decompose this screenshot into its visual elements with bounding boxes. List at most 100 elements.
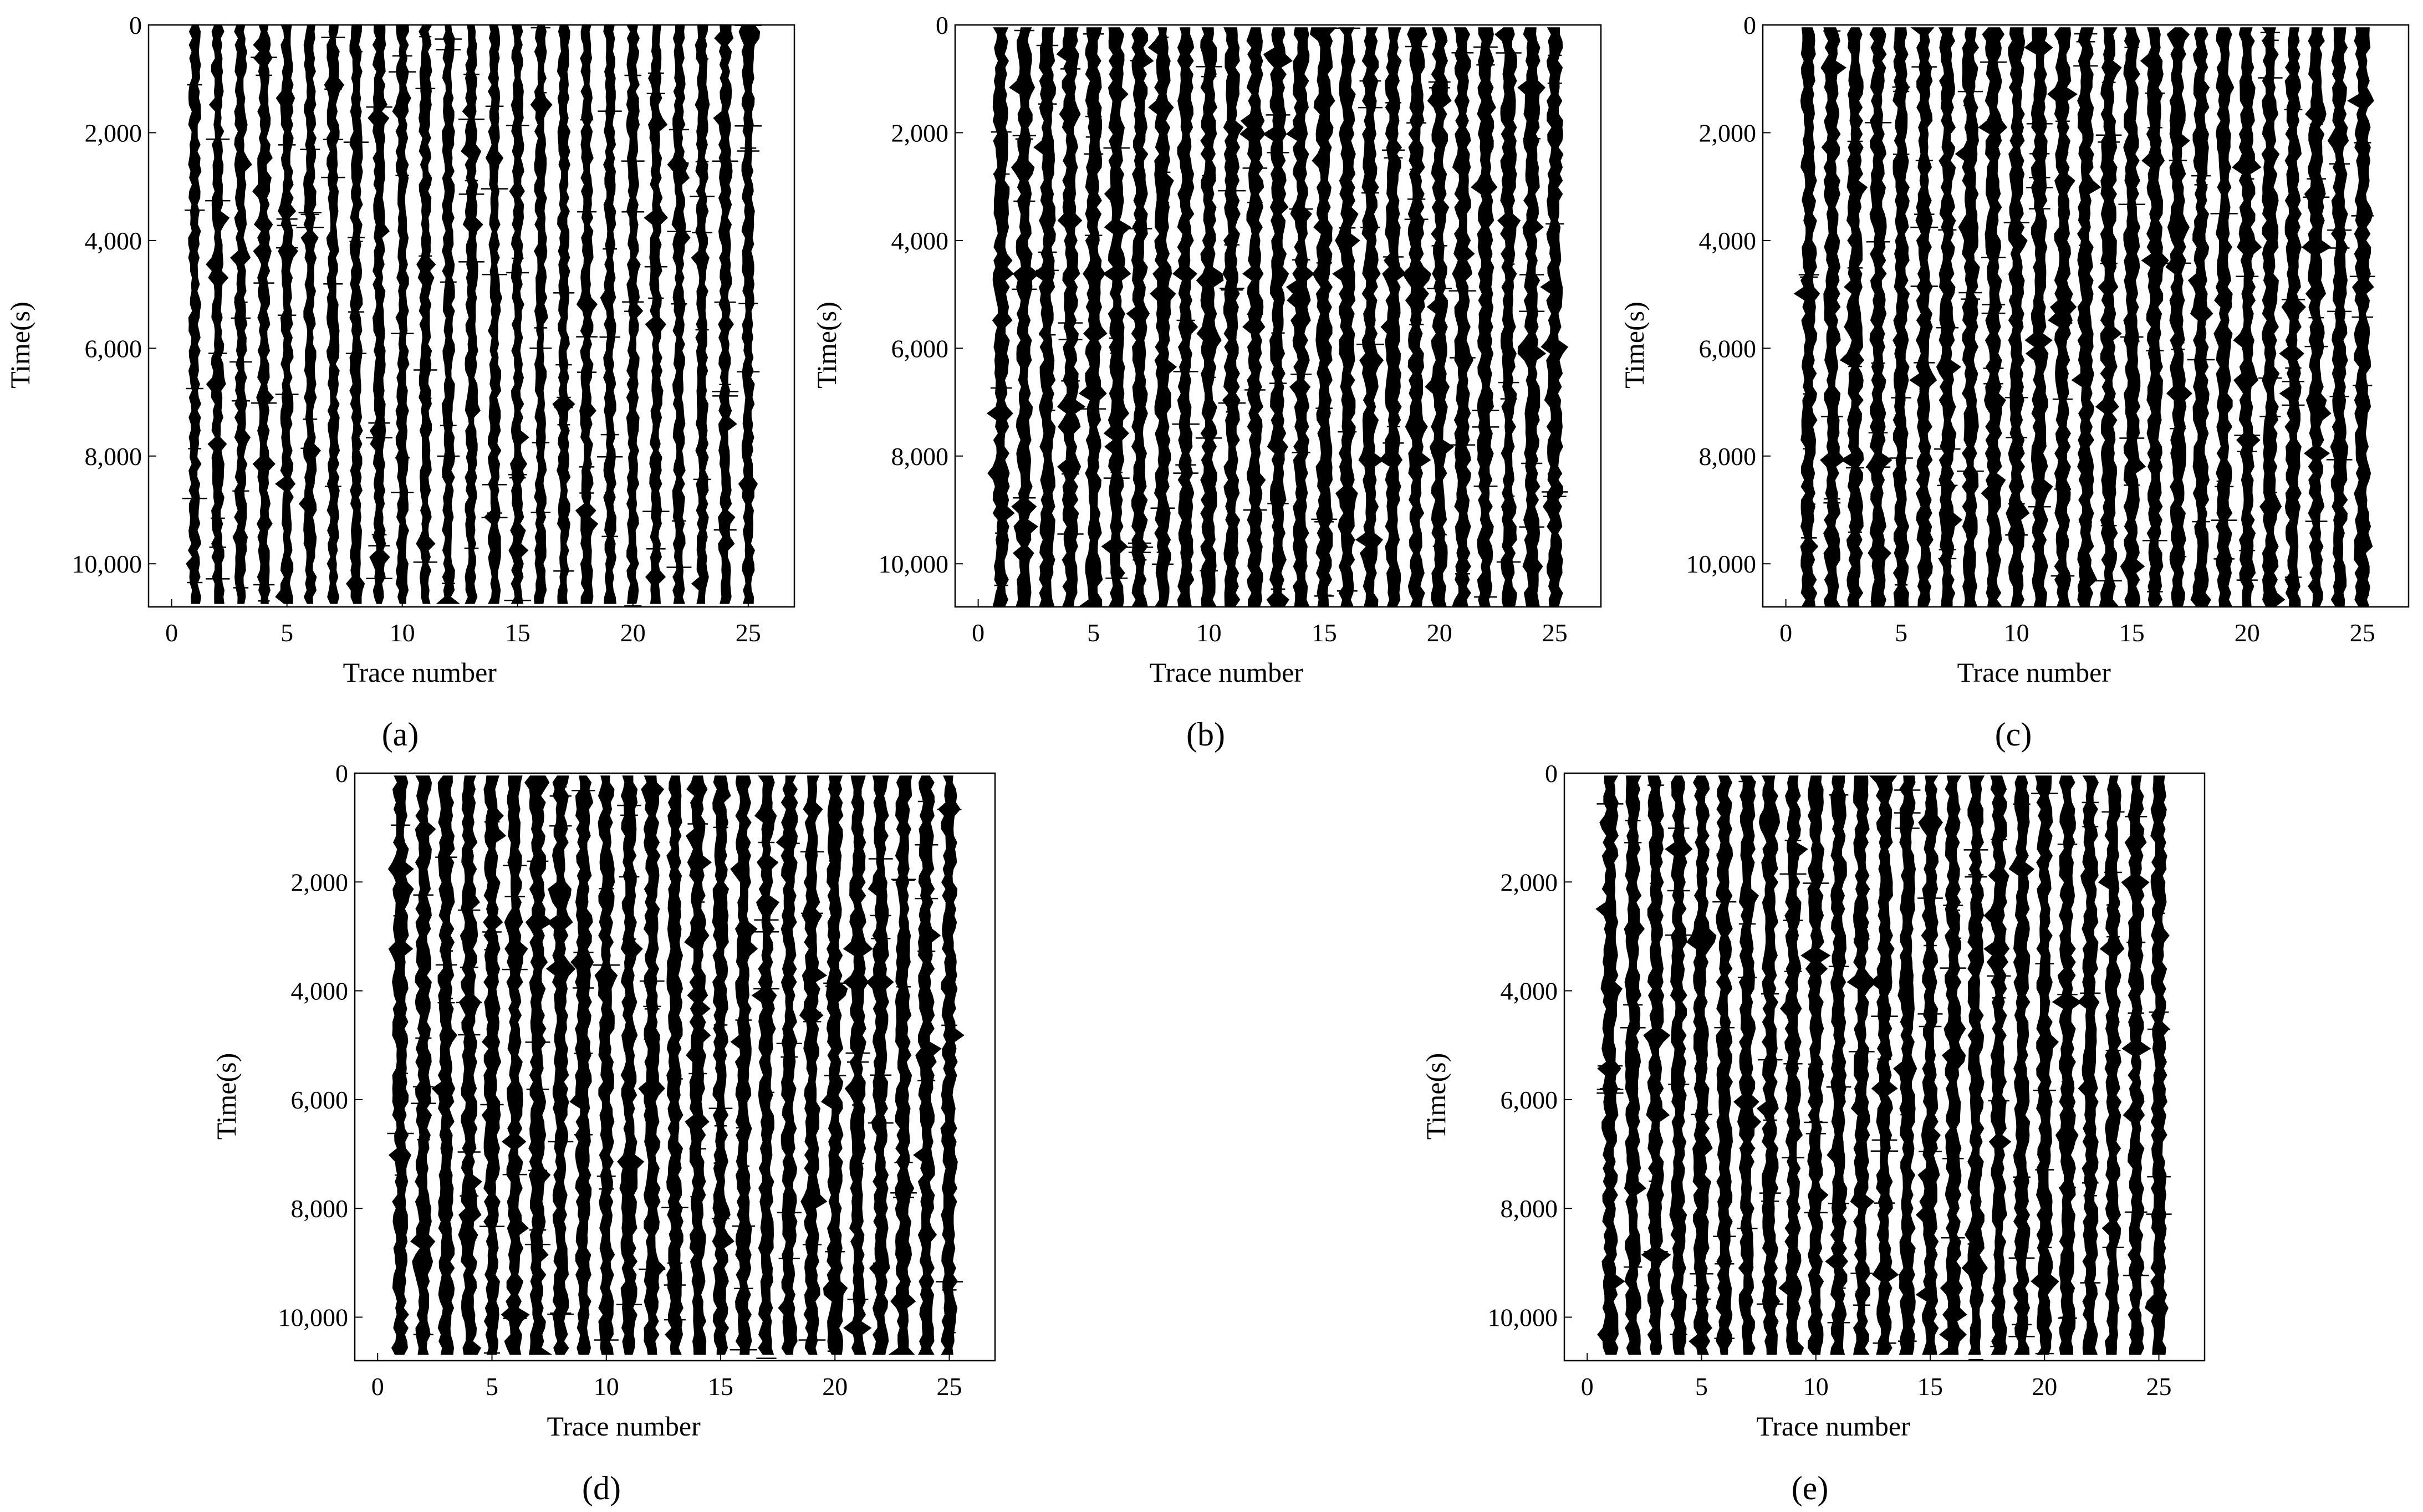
trace-11 [1825,775,1849,1355]
y-tick-label: 6,000 [891,334,949,362]
trace-10 [1196,27,1224,607]
x-tick-label: 0 [165,619,178,647]
x-tick-label: 5 [280,619,293,647]
x-tick-label: 15 [708,1372,733,1401]
trace-11 [416,24,436,604]
panel-c: 0 5 10 15 20 25 0 2,000 4,000 6,000 8,000 10,000 Tra… [1619,11,2410,753]
trace-15 [508,24,529,604]
trace-8 [545,775,576,1355]
trace-21 [644,24,668,604]
y-axis-title: Time(s) [1420,1053,1451,1140]
trace-18 [1983,775,2012,1355]
trace-10 [1800,775,1831,1355]
trace-2 [206,24,230,604]
x-tick-label: 15 [505,619,530,647]
x-axis-title: Trace number [1756,1411,1910,1442]
trace-13 [2071,27,2101,607]
y-tick-label: 8,000 [891,442,949,471]
trace-21 [2259,27,2286,607]
trace-8 [1756,775,1781,1355]
trace-17 [751,775,780,1355]
trace-20 [1425,27,1455,607]
y-axis-title: Time(s) [211,1053,242,1140]
x-tick-label: 10 [2004,619,2029,647]
trace-25 [738,24,761,604]
plot-frame [1563,772,2206,1362]
trace-4 [252,24,276,604]
trace-3 [1641,775,1671,1355]
trace-14 [1893,775,1917,1355]
panel-d: 0 5 10 15 20 25 2,000 4,000 6,000 8,000 10,000 0 Tra… [211,759,996,1506]
trace-10 [594,775,618,1355]
trace-16 [1938,775,1967,1355]
trace-9 [1978,27,2008,607]
x-tick-label: 20 [1427,619,1452,647]
trace-16 [1332,27,1360,607]
trace-8 [1147,27,1177,607]
y-tick-label: 6,000 [85,334,142,362]
trace-17 [552,24,575,604]
y-axis-title: Time(s) [1619,302,1650,389]
trace-17 [1961,775,1988,1355]
traces [1793,27,2375,607]
traces [387,775,965,1360]
trace-1 [186,24,202,604]
y-tick-label: 4,000 [85,227,142,255]
trace-7 [1936,27,1963,607]
trace-17 [1355,27,1384,607]
x-tick-label: 25 [736,619,761,647]
trace-7 [524,775,553,1355]
trace-4 [1056,27,1086,607]
x-tick-label: 25 [937,1372,962,1401]
trace-20 [626,24,644,604]
trace-3 [431,775,457,1355]
x-tick-label: 10 [594,1372,619,1401]
trace-19 [799,775,828,1355]
trace-5 [1686,775,1717,1355]
x-tick-label: 0 [371,1372,384,1401]
panel-label: (d) [582,1470,621,1506]
x-tick-label: 10 [1196,619,1222,647]
trace-19 [600,24,617,604]
x-tick-label: 20 [620,619,646,647]
trace-10 [2006,27,2030,607]
y-tick-label: 4,000 [1501,977,1558,1005]
trace-17 [2165,27,2192,607]
x-tick-label: 20 [2235,619,2260,647]
plot-frame [354,772,996,1362]
y-tick-label: 0 [1743,11,1756,39]
trace-6 [501,775,530,1355]
trace-3 [229,24,252,604]
trace-13 [1262,27,1293,607]
x-axis-title: Trace number [1957,657,2111,688]
trace-15 [712,775,734,1355]
panel-b: 0 5 10 15 20 25 0 2,000 4,000 6,000 8,000 10,000 Tra… [811,11,1602,753]
trace-21 [843,775,873,1355]
y-tick-label: 2,000 [891,119,949,147]
trace-12 [2047,27,2078,607]
trace-20 [2232,27,2262,607]
trace-6 [298,24,321,604]
trace-9 [368,24,390,604]
y-tick-label: 0 [1545,759,1558,788]
trace-21 [1452,27,1475,607]
trace-5 [275,24,298,604]
trace-20 [2031,775,2059,1355]
y-axis-title: Time(s) [4,302,35,389]
x-tick-label: 20 [822,1372,848,1401]
trace-19 [2008,775,2035,1355]
y-tick-label: 2,000 [85,119,142,147]
trace-13 [665,775,683,1355]
trace-5 [481,775,507,1355]
trace-11 [2024,27,2053,607]
trace-23 [691,24,710,604]
y-tick-label: 0 [936,11,948,39]
trace-12 [436,24,461,604]
x-tick-label: 15 [2119,619,2145,647]
trace-7 [1733,775,1762,1355]
x-tick-label: 10 [390,619,415,647]
plot-frame [954,24,1602,608]
trace-18 [575,24,599,604]
trace-9 [1778,775,1808,1355]
plot-frame [1762,24,2410,608]
